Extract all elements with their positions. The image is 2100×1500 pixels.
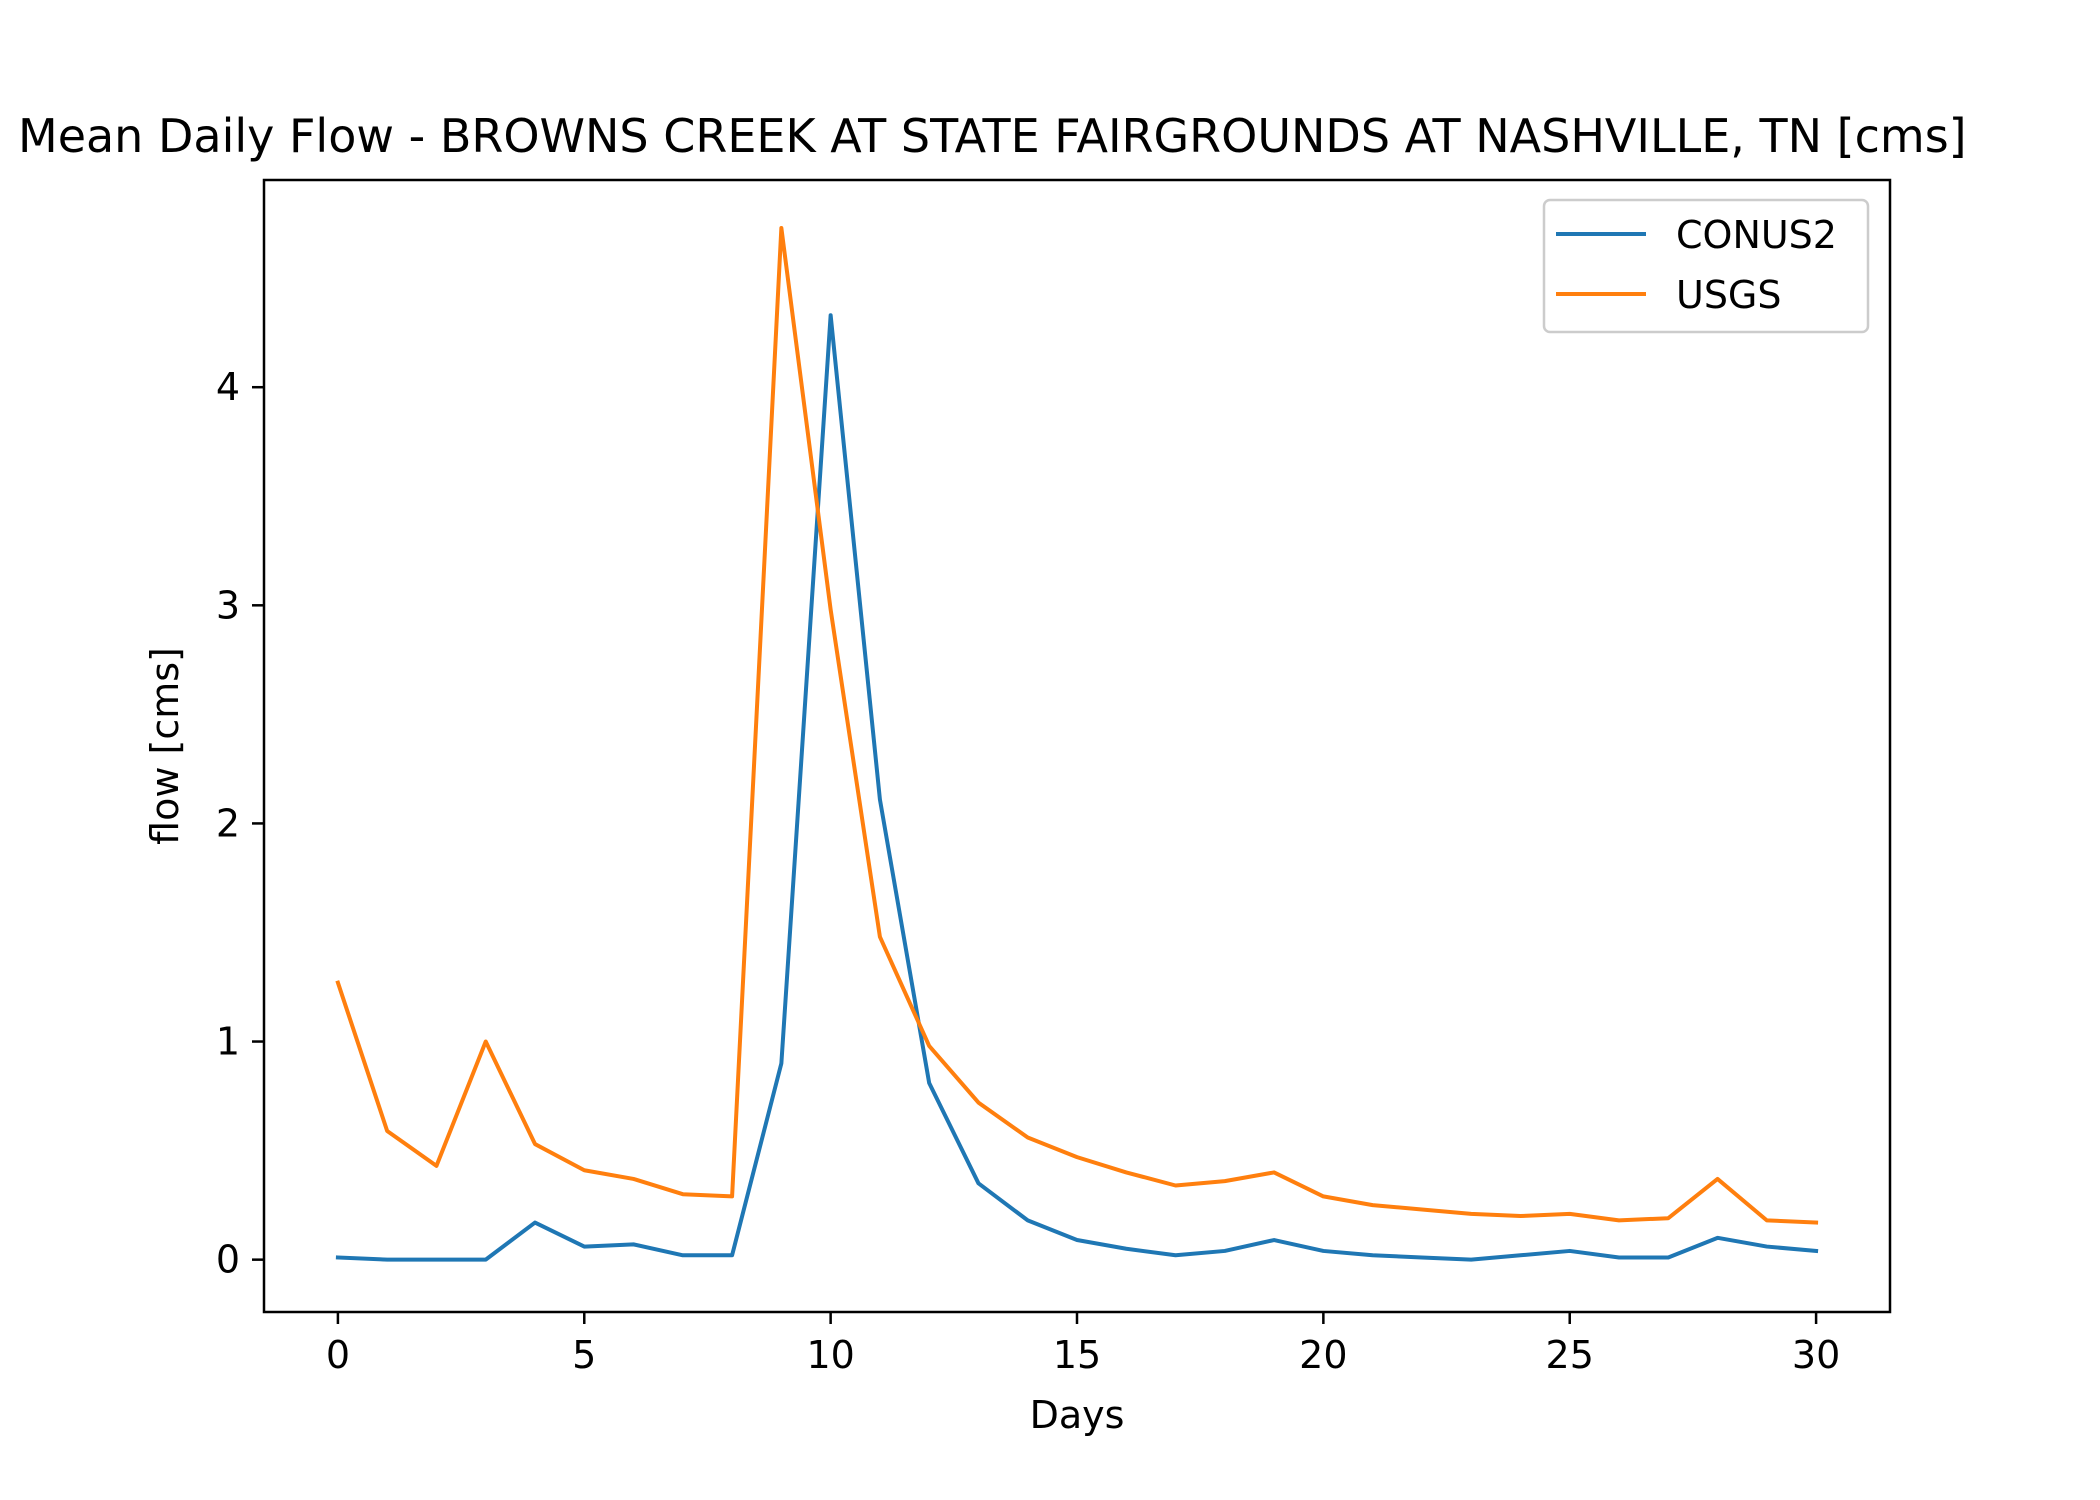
series-lines <box>335 225 1819 1262</box>
x-tick-label: 25 <box>1546 1333 1594 1377</box>
legend-label-usgs: USGS <box>1676 273 1782 317</box>
y-axis-ticks: 0 1 2 3 4 <box>216 365 264 1282</box>
x-tick-label: 0 <box>326 1333 350 1377</box>
x-tick-label: 15 <box>1053 1333 1101 1377</box>
y-axis-label: flow [cms] <box>143 647 187 845</box>
series-line-usgs <box>335 225 1819 1225</box>
legend: CONUS2 USGS <box>1542 198 1870 334</box>
y-tick-label: 4 <box>216 365 240 409</box>
series-line-conus2 <box>335 313 1819 1262</box>
x-tick-label: 10 <box>806 1333 854 1377</box>
x-axis-ticks: 0 5 10 15 20 25 30 <box>326 1312 1840 1377</box>
y-tick-label: 3 <box>216 583 240 627</box>
x-axis-label: Days <box>1030 1393 1125 1437</box>
plot-area <box>264 180 1890 1312</box>
x-tick-label: 30 <box>1792 1333 1840 1377</box>
y-tick-label: 0 <box>216 1238 240 1282</box>
x-tick-label: 5 <box>572 1333 596 1377</box>
x-tick-label: 20 <box>1299 1333 1347 1377</box>
y-tick-label: 1 <box>216 1020 240 1064</box>
y-tick-label: 2 <box>216 801 240 845</box>
chart-title: Mean Daily Flow - BROWNS CREEK AT STATE … <box>18 109 1967 163</box>
legend-label-conus2: CONUS2 <box>1676 213 1837 257</box>
plot-frame <box>262 178 1892 1314</box>
